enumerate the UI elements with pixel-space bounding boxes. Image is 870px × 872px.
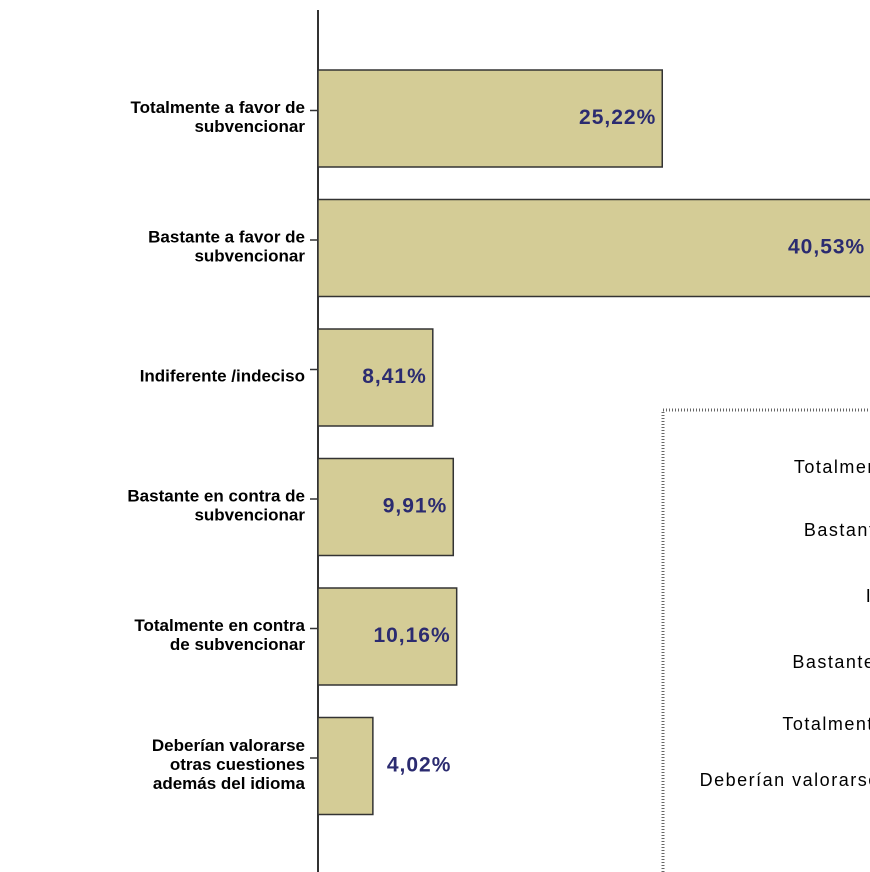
legend-label: Totalmente a favor de subvencionar [794,457,870,477]
legend-label: Bastante en contra de subvencionar [792,652,870,672]
category-label: Deberían valorarse otras cuestiones además… [152,736,306,793]
legend-label: Deberían valorarse otras cuestiones adem… [700,770,870,790]
bar [317,198,870,298]
category-label: Totalmente a favor de subvencionar [131,98,306,136]
bar [317,457,455,557]
value-label: 4,02% [387,754,452,777]
value-label: 40,53% [788,236,865,259]
value-label: 8,41% [362,365,427,388]
legend-label: Bastante a favor de subvencionar [804,520,870,540]
category-label: Indiferente /indeciso [140,367,305,386]
bar [317,587,458,686]
legend-box [661,408,870,872]
category-label: Totalmente en contra de subvencionar [134,616,305,654]
bar [317,716,374,816]
category-label: Bastante a favor de subvencionar [148,228,305,266]
bar [317,69,664,168]
value-label: 9,91% [383,495,448,518]
value-label: 10,16% [373,624,450,647]
legend-label: Indiferente /indeciso [866,586,870,606]
legend-label: Totalmente en contra de subvencionar [782,714,870,734]
bar [317,328,434,427]
value-label: 25,22% [579,106,656,129]
category-label: Bastante en contra de subvencionar [127,487,305,525]
